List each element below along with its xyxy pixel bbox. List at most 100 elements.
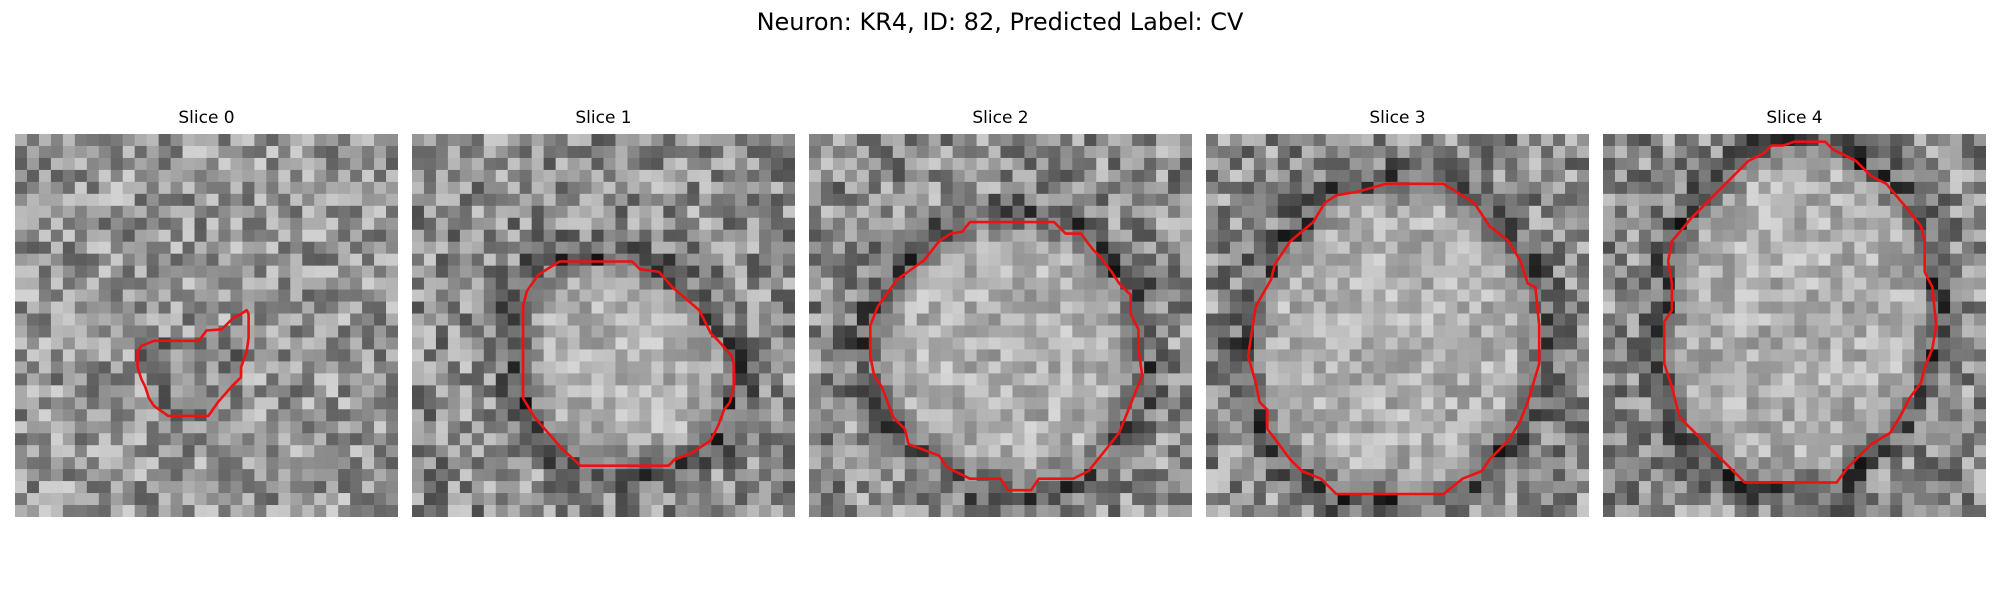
pixel bbox=[699, 181, 712, 195]
pixel bbox=[1577, 145, 1589, 159]
pixel bbox=[1385, 409, 1399, 422]
pixel bbox=[98, 157, 112, 171]
pixel bbox=[892, 241, 906, 255]
pixel bbox=[1577, 361, 1589, 374]
pixel bbox=[1469, 349, 1482, 363]
pixel bbox=[639, 445, 652, 458]
pixel bbox=[1168, 445, 1181, 458]
pixel bbox=[26, 253, 40, 267]
pixel bbox=[543, 385, 557, 398]
pixel bbox=[254, 145, 267, 159]
pixel bbox=[603, 325, 617, 339]
pixel bbox=[1024, 469, 1038, 482]
pixel bbox=[122, 217, 136, 231]
pixel bbox=[230, 421, 244, 434]
pixel bbox=[1012, 421, 1026, 434]
pixel bbox=[1650, 205, 1664, 219]
pixel bbox=[1710, 349, 1724, 363]
pixel bbox=[1361, 493, 1375, 506]
pixel bbox=[1012, 301, 1026, 315]
pixel bbox=[856, 397, 870, 410]
pixel bbox=[1565, 169, 1578, 183]
pixel bbox=[254, 409, 267, 422]
pixel bbox=[832, 253, 846, 267]
pixel bbox=[675, 181, 688, 195]
pixel bbox=[627, 445, 641, 458]
pixel bbox=[1229, 253, 1243, 267]
pixel bbox=[1746, 134, 1760, 147]
pixel bbox=[880, 433, 894, 446]
pixel bbox=[1842, 361, 1855, 374]
pixel bbox=[1156, 337, 1169, 351]
pixel bbox=[1794, 349, 1808, 363]
pixel bbox=[809, 325, 822, 339]
pixel bbox=[435, 181, 449, 195]
pixel bbox=[1614, 241, 1628, 255]
pixel bbox=[314, 241, 327, 255]
pixel bbox=[1529, 493, 1542, 506]
pixel bbox=[651, 481, 664, 494]
pixel bbox=[809, 493, 822, 506]
pixel bbox=[868, 134, 882, 147]
pixel bbox=[651, 157, 664, 171]
pixel bbox=[952, 457, 966, 470]
pixel bbox=[1012, 169, 1026, 183]
pixel bbox=[1493, 265, 1506, 279]
pixel bbox=[278, 205, 291, 219]
pixel bbox=[1603, 385, 1616, 398]
pixel bbox=[543, 241, 557, 255]
pixel bbox=[62, 397, 76, 410]
pixel bbox=[230, 193, 244, 207]
pixel bbox=[1950, 385, 1963, 398]
pixel bbox=[386, 205, 398, 219]
pixel bbox=[1962, 134, 1975, 147]
pixel bbox=[1854, 229, 1867, 243]
pixel bbox=[1409, 493, 1423, 506]
pixel bbox=[711, 265, 724, 279]
pixel bbox=[952, 217, 966, 231]
pixel bbox=[1048, 373, 1061, 386]
pixel bbox=[194, 481, 208, 494]
pixel bbox=[1517, 457, 1530, 470]
pixel bbox=[615, 385, 629, 398]
pixel bbox=[471, 361, 485, 374]
pixel bbox=[735, 193, 748, 207]
pixel bbox=[483, 277, 497, 291]
pixel bbox=[1206, 313, 1219, 327]
pixel bbox=[338, 349, 351, 363]
pixel bbox=[1734, 313, 1748, 327]
pixel bbox=[435, 301, 449, 315]
pixel bbox=[266, 277, 279, 291]
pixel bbox=[904, 193, 918, 207]
pixel bbox=[1686, 349, 1700, 363]
pixel bbox=[1890, 325, 1903, 339]
pixel bbox=[86, 385, 100, 398]
pixel bbox=[1217, 433, 1231, 446]
pixel bbox=[290, 433, 303, 446]
pixel bbox=[1325, 253, 1339, 267]
pixel bbox=[1206, 181, 1219, 195]
pixel bbox=[1481, 301, 1494, 315]
pixel bbox=[1734, 349, 1748, 363]
pixel bbox=[350, 313, 363, 327]
pixel bbox=[1108, 289, 1121, 303]
pixel bbox=[122, 134, 136, 147]
pixel bbox=[1782, 277, 1796, 291]
pixel bbox=[555, 157, 569, 171]
pixel bbox=[98, 457, 112, 470]
pixel bbox=[158, 313, 172, 327]
pixel bbox=[495, 145, 509, 159]
pixel bbox=[1253, 193, 1267, 207]
pixel bbox=[1481, 145, 1494, 159]
pixel bbox=[1289, 481, 1303, 494]
pixel bbox=[495, 193, 509, 207]
pixel bbox=[1926, 361, 1939, 374]
pixel bbox=[880, 145, 894, 159]
pixel bbox=[952, 445, 966, 458]
pixel bbox=[759, 265, 772, 279]
pixel bbox=[1217, 241, 1231, 255]
pixel bbox=[86, 169, 100, 183]
pixel bbox=[1289, 169, 1303, 183]
pixel bbox=[194, 157, 208, 171]
pixel bbox=[1277, 193, 1291, 207]
